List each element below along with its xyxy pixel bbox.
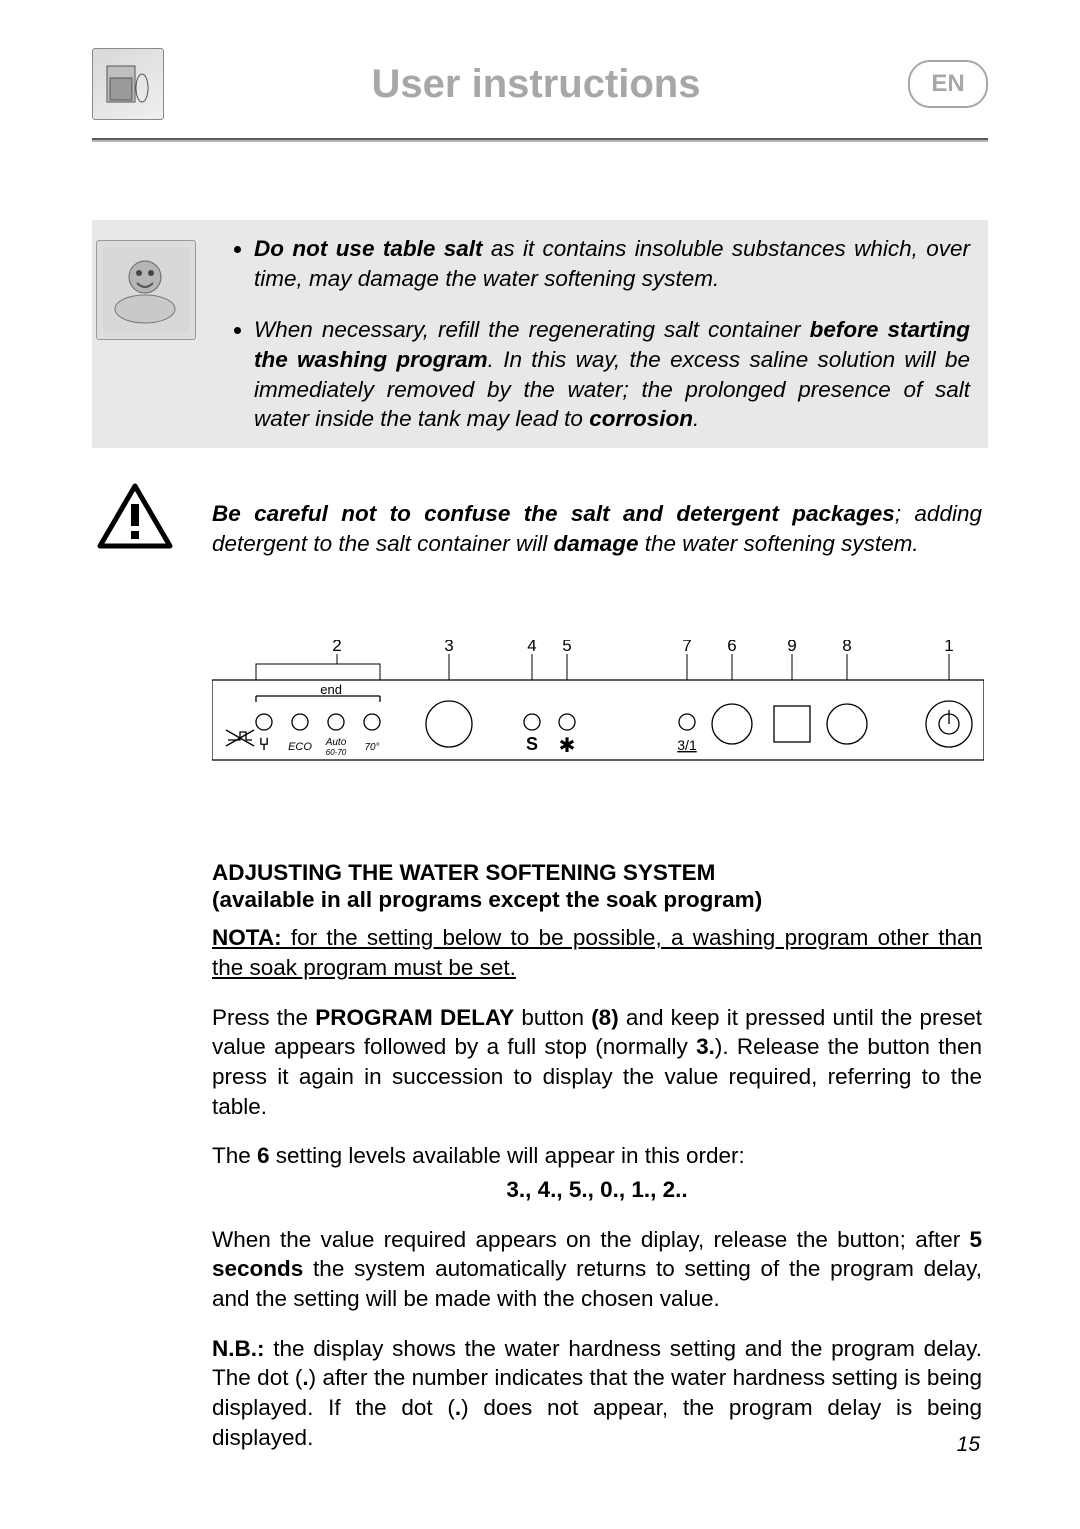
warning-icon [96,482,212,552]
page-header: User instructions EN [92,48,988,120]
svg-text:end: end [320,682,342,697]
page-title: User instructions [164,62,908,107]
info-list: Do not use table salt as it contains ins… [212,234,976,434]
svg-text:Auto: Auto [325,737,347,748]
adjusting-section: ADJUSTING THE WATER SOFTENING SYSTEM (av… [212,858,988,1453]
svg-text:4: 4 [527,640,536,655]
section-subtitle: (available in all programs except the so… [212,887,982,913]
p3a: The [212,1143,257,1168]
bullet1-lead: Do not use table salt [254,236,482,261]
warning-text: Be careful not to confuse the salt and d… [212,499,988,560]
info-bullet-1: Do not use table salt as it contains ins… [254,234,970,293]
p4c: the system automatically returns to sett… [212,1256,982,1311]
svg-text:1: 1 [944,640,953,655]
mascot-icon [96,240,196,340]
info-bullet-2: When necessary, refill the regenerating … [254,315,970,434]
svg-text:ECO: ECO [288,741,312,753]
p4a: When the value required appears on the d… [212,1227,969,1252]
warning-bold1: Be careful not to confuse the salt and d… [212,501,895,526]
page-number: 15 [957,1433,980,1457]
svg-text:S: S [526,734,538,754]
warning-callout: Be careful not to confuse the salt and d… [92,476,988,582]
header-divider [92,138,988,142]
p3c: setting levels available will appear in … [270,1143,745,1168]
control-panel-diagram: 2 3 4 5 7 6 9 8 1 [212,640,988,790]
p5a: N.B.: [212,1336,265,1361]
nota-label: NOTA: [212,925,282,950]
p2f: 3. [696,1034,715,1059]
levels-intro: The 6 setting levels available will appe… [212,1141,982,1171]
svg-text:70°: 70° [364,742,379,753]
p2d: (8) [591,1005,619,1030]
info-callout: Do not use table salt as it contains ins… [92,220,988,448]
svg-text:8: 8 [842,640,851,655]
bullet2-post: . [693,406,699,431]
p2a: Press the [212,1005,315,1030]
dishwasher-icon [92,48,164,120]
release-paragraph: When the value required appears on the d… [212,1225,982,1314]
warning-bold2: damage [553,531,638,556]
bullet2-pre: When necessary, refill the regenerating … [254,317,810,342]
svg-text:7: 7 [682,640,691,655]
nota-text: for the setting below to be possible, a … [212,925,982,980]
levels-order: 3., 4., 5., 0., 1., 2.. [212,1175,982,1205]
svg-text:60-70: 60-70 [326,748,347,757]
press-paragraph: Press the PROGRAM DELAY button (8) and k… [212,1003,982,1122]
p2b: PROGRAM DELAY [315,1005,514,1030]
svg-text:9: 9 [787,640,796,655]
nota-paragraph: NOTA: for the setting below to be possib… [212,923,982,982]
section-title: ADJUSTING THE WATER SOFTENING SYSTEM [212,858,982,887]
svg-text:⑂: ⑂ [259,734,270,754]
svg-text:5: 5 [562,640,571,655]
p2c: button [514,1005,591,1030]
svg-text:6: 6 [727,640,736,655]
svg-text:3/1: 3/1 [677,737,697,753]
warning-rest2: the water softening system. [639,531,919,556]
svg-text:3: 3 [444,640,453,655]
nb-paragraph: N.B.: the display shows the water hardne… [212,1334,982,1453]
language-code: EN [931,70,964,98]
svg-text:2: 2 [332,640,341,655]
svg-text:✱: ✱ [559,735,576,757]
panel-svg: 2 3 4 5 7 6 9 8 1 [212,640,984,790]
language-badge: EN [908,60,988,108]
p3b: 6 [257,1143,270,1168]
bullet2-bold2: corrosion [589,406,693,431]
